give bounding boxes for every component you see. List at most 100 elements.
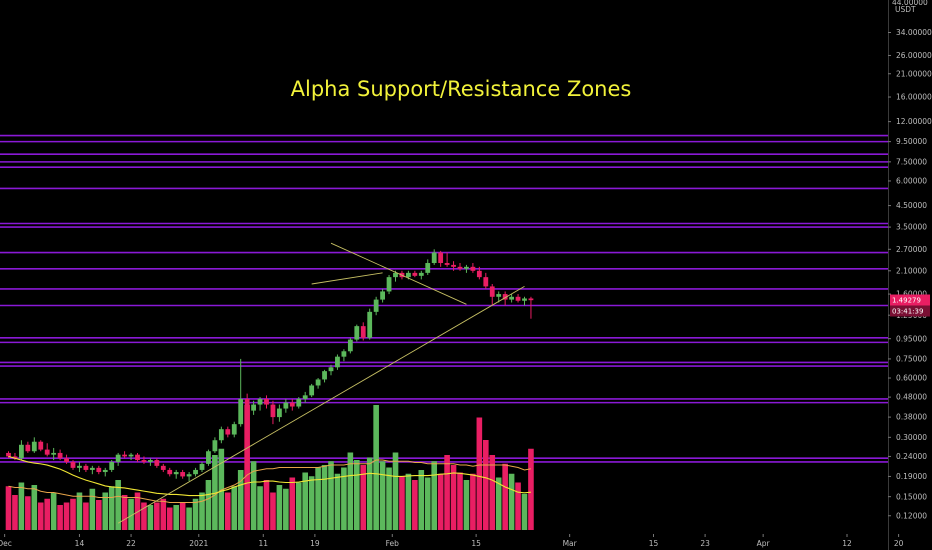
candle-body-28 <box>186 474 192 477</box>
volume-bar-58 <box>379 461 386 530</box>
volume-bar-74 <box>483 440 489 530</box>
candle-body-22 <box>148 460 153 462</box>
volume-bar-32 <box>212 455 218 530</box>
price-tick-label-16: 0.60000 <box>896 374 927 383</box>
candle-body-26 <box>173 472 179 475</box>
candle-body-12 <box>83 465 89 470</box>
price-tick-label-12: 1.60000 <box>896 290 927 299</box>
volume-bar-78 <box>508 473 515 530</box>
candle-body-50 <box>328 367 334 372</box>
volume-bar-48 <box>315 467 321 530</box>
volume-bar-30 <box>199 492 205 530</box>
volume-bar-11 <box>76 492 83 530</box>
candle-body-46 <box>302 395 308 399</box>
volume-bar-24 <box>160 498 167 530</box>
candle-body-55 <box>360 326 366 338</box>
candle-body-4 <box>31 441 37 452</box>
volume-bar-41 <box>270 492 276 530</box>
candle-body-33 <box>218 429 224 441</box>
volume-bar-43 <box>283 488 289 530</box>
time-tick-label-6: Feb <box>386 539 400 548</box>
time-tick-label-10: 23 <box>700 539 710 548</box>
candle-body-69 <box>451 264 456 267</box>
candle-body-51 <box>335 356 340 368</box>
time-tick-label-4: 11 <box>259 539 269 548</box>
volume-bar-26 <box>173 505 179 530</box>
price-tick-label-14: 0.95000 <box>896 334 927 343</box>
candle-body-43 <box>283 402 289 409</box>
volume-bar-31 <box>205 480 212 530</box>
candle-body-40 <box>264 398 269 405</box>
candle-body-49 <box>322 371 327 380</box>
candle-body-42 <box>277 408 282 418</box>
candle-body-8 <box>57 452 63 459</box>
chart-title: Alpha Support/Resistance Zones <box>291 77 632 101</box>
candle-body-62 <box>406 272 411 278</box>
price-badge-bg <box>890 294 930 306</box>
candle-body-63 <box>412 272 418 276</box>
price-tick-label-15: 0.75000 <box>896 355 927 364</box>
volume-bar-49 <box>321 465 328 530</box>
candle-body-14 <box>96 467 102 473</box>
candle-body-7 <box>51 452 57 455</box>
candle-body-6 <box>44 449 50 455</box>
volume-bar-1 <box>12 495 18 530</box>
candle-body-81 <box>528 298 534 301</box>
candle-body-66 <box>431 252 437 264</box>
price-ma-line <box>8 455 531 497</box>
candle-body-15 <box>102 469 108 473</box>
time-tick-label-9: 15 <box>649 539 659 548</box>
time-tick-label-3: 2021 <box>189 539 208 548</box>
volume-bar-54 <box>354 460 360 530</box>
candle-body-70 <box>457 266 463 269</box>
candle-body-47 <box>309 385 315 396</box>
volume-bar-71 <box>463 480 470 530</box>
volume-bar-40 <box>263 480 270 530</box>
price-badge-value: 1.49279 <box>892 297 921 305</box>
candle-body-2 <box>19 444 24 459</box>
candle-body-71 <box>464 266 469 269</box>
candle-body-79 <box>515 296 521 301</box>
candle-body-58 <box>380 291 385 300</box>
price-tick-label-18: 0.38000 <box>896 413 927 422</box>
candle-body-36 <box>238 398 244 425</box>
candle-body-20 <box>135 454 140 461</box>
indicator-lines <box>8 242 532 524</box>
candle-body-78 <box>509 296 514 300</box>
time-tick-label-5: 19 <box>310 539 320 548</box>
price-tick-label-3: 16.00000 <box>896 93 932 102</box>
volume-bar-12 <box>83 502 89 530</box>
candle-body-3 <box>25 444 31 452</box>
volume-bar-25 <box>166 507 173 530</box>
candle-body-75 <box>489 286 495 297</box>
volume-bar-47 <box>308 476 315 530</box>
volume-bar-55 <box>360 465 367 530</box>
candle-body-64 <box>418 272 424 276</box>
volume-bar-22 <box>147 505 154 530</box>
candle-body-5 <box>38 441 44 450</box>
volume-bar-60 <box>392 452 399 530</box>
candle-body-54 <box>354 326 360 340</box>
volume-bar-61 <box>399 476 405 530</box>
volume-bar-37 <box>244 405 250 530</box>
time-axis[interactable]: Dec 14 22 2021 11 19 Feb 15 Mar 15 23 Apr 12 20 <box>0 534 904 548</box>
volume-bar-80 <box>521 493 528 530</box>
trendline-triangle-lower <box>311 272 383 285</box>
volume-bar-46 <box>302 472 308 530</box>
volume-bar-56 <box>366 457 373 530</box>
volume-bar-15 <box>102 492 109 530</box>
price-tick-label-7: 6.00000 <box>896 177 927 186</box>
price-tick-label-21: 0.19000 <box>896 472 927 481</box>
volume-bar-75 <box>489 455 496 530</box>
candle-body-17 <box>115 454 121 462</box>
volume-bar-2 <box>18 482 25 530</box>
candle-body-45 <box>296 398 302 407</box>
candle-body-56 <box>367 311 373 338</box>
volume-bar-27 <box>179 502 186 530</box>
volume-bar-81 <box>528 448 534 530</box>
volume-bar-21 <box>141 502 147 530</box>
price-tick-label-23: 0.12000 <box>896 511 927 520</box>
price-tick-label-22: 0.15000 <box>896 492 927 501</box>
